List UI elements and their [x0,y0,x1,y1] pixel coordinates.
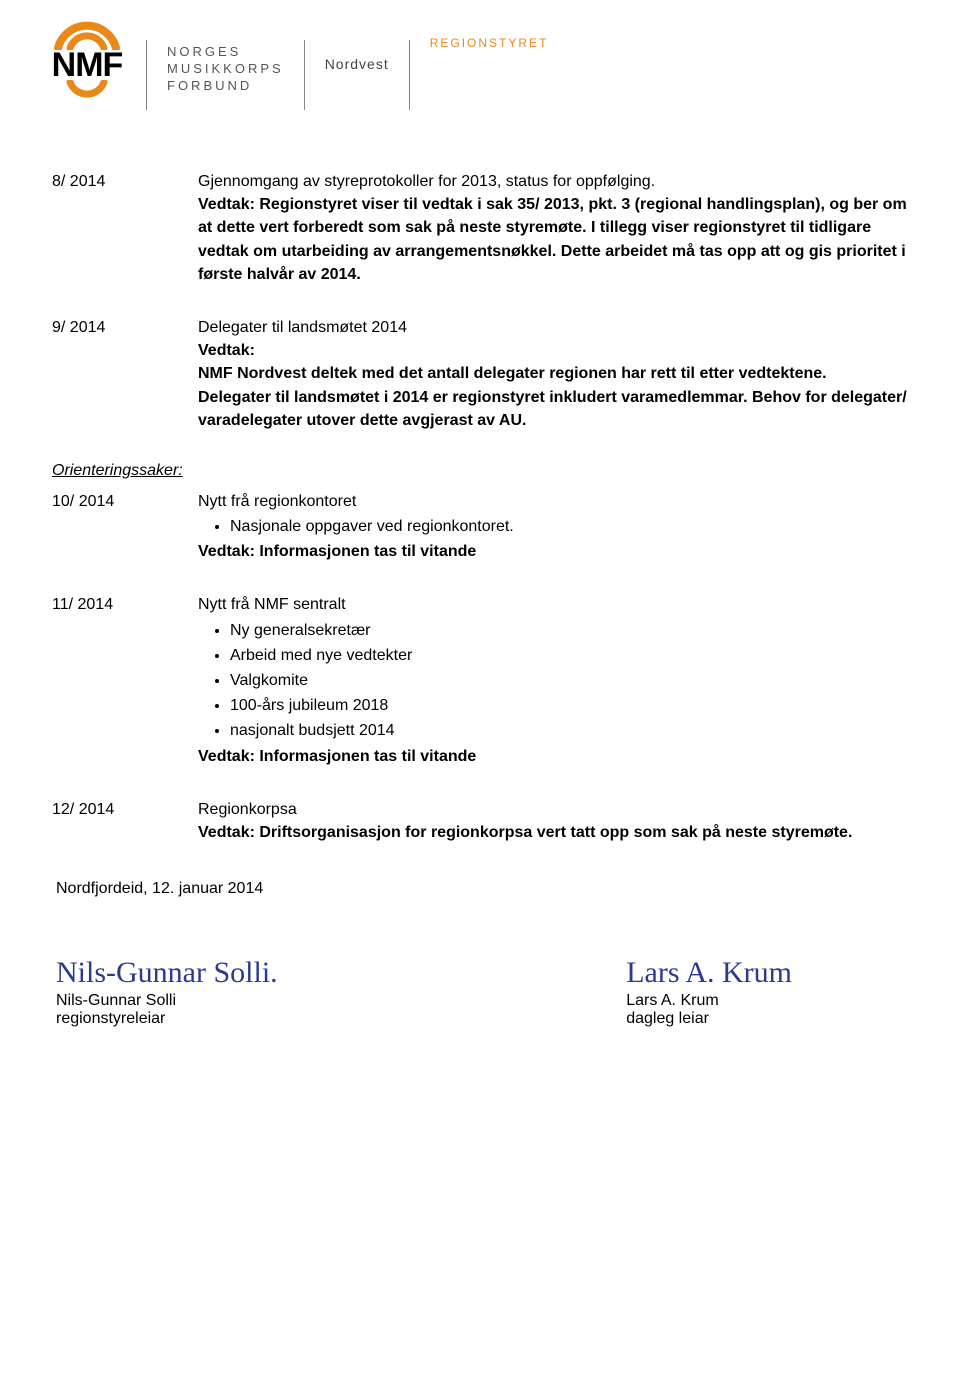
vedtak-text: Vedtak: Informasjonen tas til vitande [198,543,476,560]
org-line-2: MUSIKKORPS [167,61,284,78]
sak-content: Delegater til landsmøtet 2014 Vedtak: NM… [198,316,912,432]
sak-id: 12/ 2014 [52,798,142,844]
org-name: NORGES MUSIKKORPS FORBUND [167,44,284,95]
signature-script-left: Nils-Gunnar Solli. [56,958,278,988]
document-page: NMF NORGES MUSIKKORPS FORBUND Nordvest R… [0,0,960,1068]
list-item: Arbeid med nye vedtekter [230,644,912,667]
list-item: Valgkomite [230,669,912,692]
sak-title: Delegater til landsmøtet 2014 [198,319,407,336]
nmf-logo: NMF [48,20,126,110]
list-item: 100-års jubileum 2018 [230,694,912,717]
signature-right: Lars A. Krum Lars A. Krum dagleg leiar [626,958,792,1028]
signature-row: Nils-Gunnar Solli. Nils-Gunnar Solli reg… [52,958,912,1028]
bullet-list: Nasjonale oppgaver ved regionkontoret. [198,515,912,538]
sak-id: 10/ 2014 [52,490,142,564]
sak-content: Regionkorpsa Vedtak: Driftsorganisasjon … [198,798,912,844]
org-line-1: NORGES [167,44,284,61]
document-header: NMF NORGES MUSIKKORPS FORBUND Nordvest R… [48,20,912,110]
sak-id: 9/ 2014 [52,316,142,432]
logo-text: NMF [52,48,123,82]
divider-icon [409,40,410,110]
sak-content: Nytt frå regionkontoret Nasjonale oppgav… [198,490,912,564]
location-date: Nordfjordeid, 12. januar 2014 [56,880,912,898]
signature-title-right: dagleg leiar [626,1010,792,1028]
sak-content: Nytt frå NMF sentralt Ny generalsekretær… [198,593,912,767]
vedtak-text: NMF Nordvest deltek med det antall deleg… [198,365,827,382]
list-item: nasjonalt budsjett 2014 [230,719,912,742]
sak-9: 9/ 2014 Delegater til landsmøtet 2014 Ve… [52,316,912,432]
list-item: Ny generalsekretær [230,619,912,642]
vedtak-text: Vedtak: Driftsorganisasjon for regionkor… [198,824,852,841]
orient-10: 10/ 2014 Nytt frå regionkontoret Nasjona… [52,490,912,564]
sak-title: Nytt frå NMF sentralt [198,596,346,613]
logo-arc-bottom-icon [48,80,126,110]
vedtak-text: Regionstyret viser til vedtak i sak 35/ … [198,196,907,283]
sak-title: Gjennomgang av styreprotokoller for 2013… [198,173,655,190]
sak-content: Gjennomgang av styreprotokoller for 2013… [198,170,912,286]
orient-12: 12/ 2014 Regionkorpsa Vedtak: Driftsorga… [52,798,912,844]
sak-id: 8/ 2014 [52,170,142,286]
sak-title: Nytt frå regionkontoret [198,493,356,510]
divider-icon [304,40,305,110]
document-body: 8/ 2014 Gjennomgang av styreprotokoller … [52,170,912,1028]
vedtak-label: Vedtak: [198,196,255,213]
signature-title-left: regionstyreleiar [56,1010,278,1028]
sak-id: 11/ 2014 [52,593,142,767]
orient-heading: Orienteringssaker: [52,462,912,480]
section-label: REGIONSTYRET [430,36,549,50]
sak-8: 8/ 2014 Gjennomgang av styreprotokoller … [52,170,912,286]
bullet-list: Ny generalsekretær Arbeid med nye vedtek… [198,619,912,743]
vedtak-label: Vedtak: [198,342,255,359]
region-label: Nordvest [325,56,389,72]
signature-name-right: Lars A. Krum [626,992,792,1010]
list-item: Nasjonale oppgaver ved regionkontoret. [230,515,912,538]
signature-left: Nils-Gunnar Solli. Nils-Gunnar Solli reg… [56,958,278,1028]
signature-script-right: Lars A. Krum [626,958,792,988]
signature-name-left: Nils-Gunnar Solli [56,992,278,1010]
sak-title: Regionkorpsa [198,801,297,818]
vedtak-text-2: Delegater til landsmøtet i 2014 er regio… [198,389,907,429]
logo-arc-top-icon [48,20,126,50]
vedtak-text: Vedtak: Informasjonen tas til vitande [198,748,476,765]
org-line-3: FORBUND [167,78,284,95]
orient-11: 11/ 2014 Nytt frå NMF sentralt Ny genera… [52,593,912,767]
divider-icon [146,40,147,110]
